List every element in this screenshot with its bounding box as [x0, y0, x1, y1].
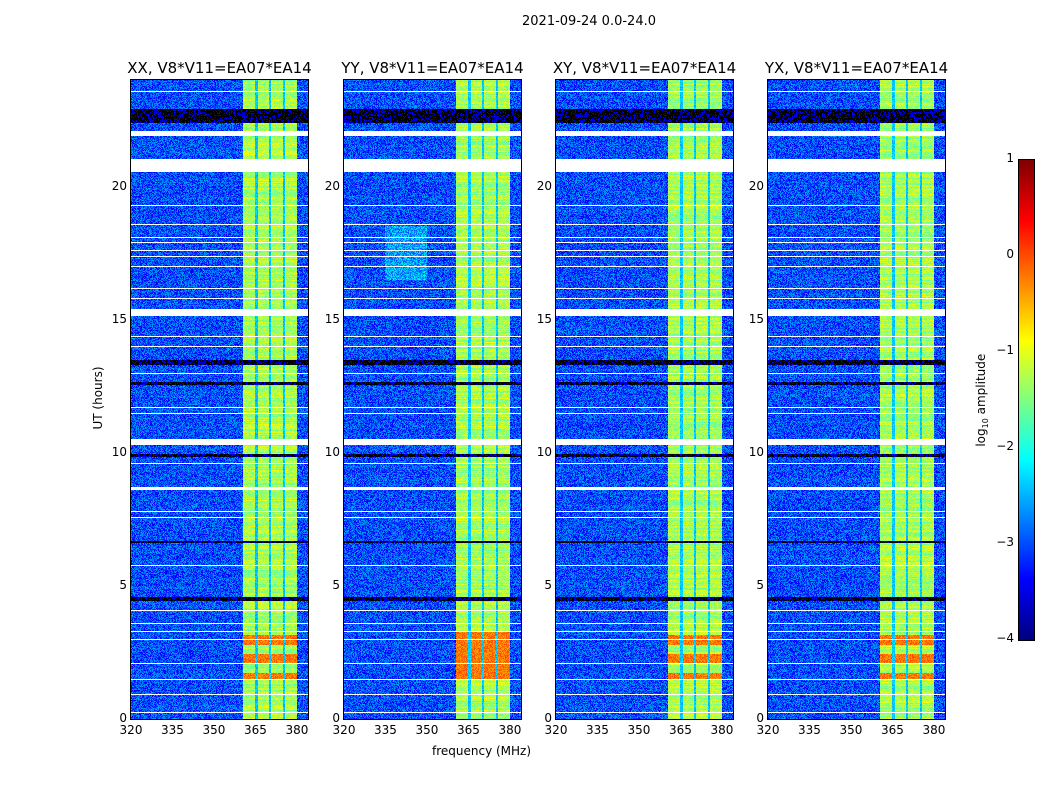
heatmap-image — [344, 80, 521, 719]
heatmap-image — [768, 80, 945, 719]
panel-title: YY, V8*V11=EA07*EA14 — [341, 59, 524, 77]
y-tick-label: 10 — [536, 444, 552, 459]
y-tick-label: 10 — [748, 444, 764, 459]
colorbar-tick-label: 1 — [1006, 151, 1014, 165]
x-tick-label: 320 — [119, 723, 143, 737]
y-tick-label: 5 — [332, 577, 340, 592]
x-tick-label: 335 — [374, 723, 397, 737]
y-axis-label: UT (hours) — [91, 366, 105, 430]
x-tick-label: 350 — [627, 723, 651, 737]
y-tick-label: 5 — [756, 577, 764, 592]
x-tick-label: 380 — [922, 723, 946, 737]
x-tick-label: 320 — [332, 723, 356, 737]
x-tick-label: 365 — [881, 723, 904, 737]
x-tick-label: 335 — [586, 723, 609, 737]
y-tick-label: 5 — [544, 577, 552, 592]
colorbar-label-suffix: amplitude — [973, 353, 988, 419]
heatmap-panel — [343, 79, 522, 720]
heatmap-image — [556, 80, 733, 719]
x-tick-label: 380 — [285, 723, 309, 737]
y-tick-label: 5 — [119, 577, 127, 592]
x-tick-label: 350 — [415, 723, 439, 737]
heatmap-image — [131, 80, 308, 719]
y-tick-label: 15 — [748, 311, 764, 326]
y-tick-label: 20 — [748, 178, 764, 193]
y-tick-label: 20 — [111, 178, 127, 193]
x-tick-label: 365 — [457, 723, 480, 737]
x-tick-label: 335 — [161, 723, 184, 737]
x-tick-label: 365 — [669, 723, 692, 737]
heatmap-panel — [767, 79, 946, 720]
panel-title: XX, V8*V11=EA07*EA14 — [127, 59, 312, 77]
x-tick-label: 380 — [498, 723, 522, 737]
colorbar-gradient — [1019, 160, 1034, 640]
x-tick-label: 350 — [202, 723, 226, 737]
colorbar-tick-label: −4 — [996, 631, 1014, 645]
colorbar-label-sub: 10 — [981, 418, 991, 429]
x-tick-label: 380 — [710, 723, 734, 737]
panel-title: YX, V8*V11=EA07*EA14 — [764, 59, 949, 77]
heatmap-panel — [555, 79, 734, 720]
y-tick-label: 20 — [536, 178, 552, 193]
x-tick-label: 320 — [544, 723, 568, 737]
x-axis-label: frequency (MHz) — [432, 744, 532, 758]
x-tick-label: 335 — [798, 723, 821, 737]
colorbar-tick-label: −2 — [996, 439, 1014, 453]
y-tick-label: 0 — [119, 711, 127, 725]
y-tick-label: 20 — [324, 178, 340, 193]
colorbar-label: log10 amplitude — [974, 350, 990, 450]
x-tick-label: 350 — [839, 723, 863, 737]
y-tick-label: 10 — [111, 444, 127, 459]
figure-title: 2021-09-24 0.0-24.0 — [522, 14, 656, 29]
y-tick-label: 15 — [536, 311, 552, 326]
y-tick-label: 0 — [756, 711, 764, 725]
colorbar-tick-label: 0 — [1006, 247, 1014, 261]
x-tick-label: 365 — [244, 723, 267, 737]
panel-title: XY, V8*V11=EA07*EA14 — [552, 59, 737, 77]
x-tick-label: 320 — [756, 723, 780, 737]
y-tick-label: 15 — [111, 311, 127, 326]
y-tick-label: 10 — [324, 444, 340, 459]
colorbar — [1018, 159, 1035, 641]
y-tick-label: 0 — [544, 711, 552, 725]
colorbar-tick-label: −3 — [996, 535, 1014, 549]
heatmap-panel — [130, 79, 309, 720]
colorbar-tick-label: −1 — [996, 343, 1014, 357]
y-tick-label: 0 — [332, 711, 340, 725]
y-tick-label: 15 — [324, 311, 340, 326]
